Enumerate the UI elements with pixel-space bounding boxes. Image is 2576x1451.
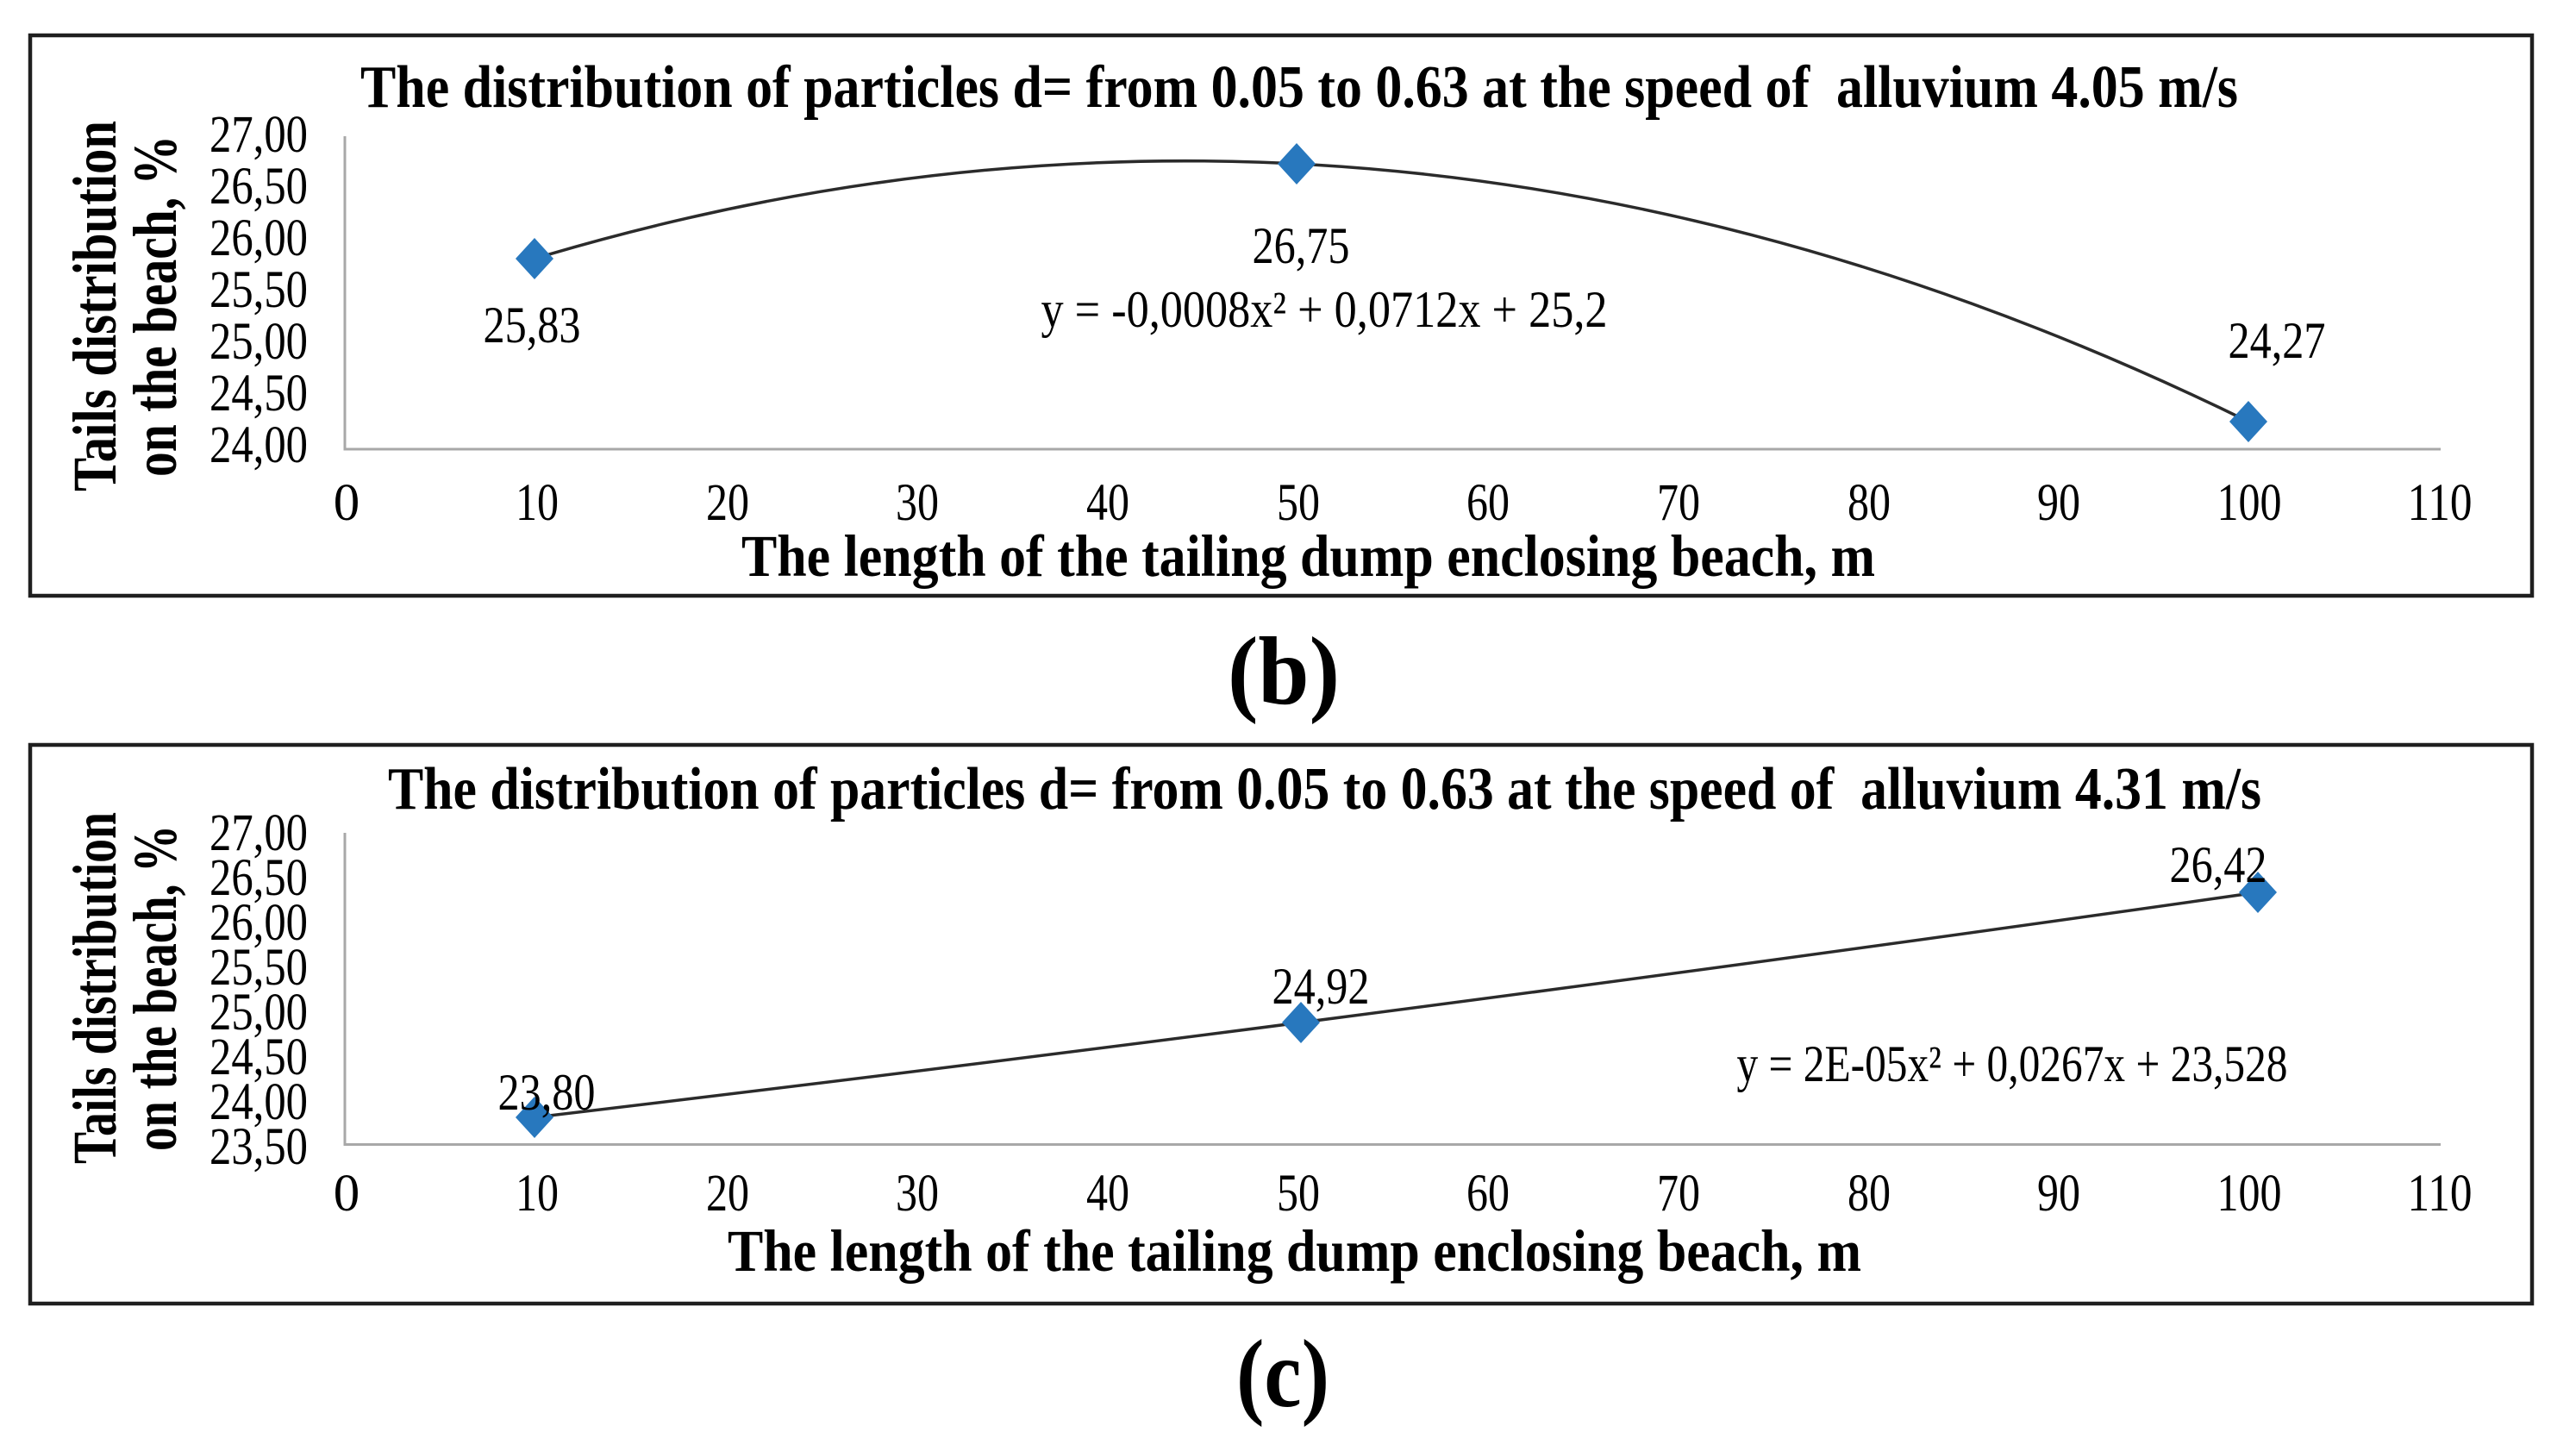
- svg-text:26,50: 26,50: [209, 849, 308, 907]
- svg-text:20: 20: [706, 474, 749, 532]
- svg-text:20: 20: [706, 1165, 749, 1223]
- svg-text:y = 2E-05x² + 0,0267x + 23,528: y = 2E-05x² + 0,0267x + 23,528: [1737, 1035, 2288, 1092]
- svg-text:0: 0: [334, 474, 360, 532]
- svg-text:50: 50: [1277, 474, 1320, 532]
- svg-text:110: 110: [2408, 1165, 2473, 1223]
- svg-text:The length of the tailing dump: The length of the tailing dump enclosing…: [728, 1218, 1861, 1284]
- svg-text:25,83: 25,83: [484, 297, 581, 353]
- svg-text:26,00: 26,00: [209, 894, 308, 952]
- svg-text:24,00: 24,00: [209, 1073, 308, 1131]
- svg-text:70: 70: [1657, 1165, 1700, 1223]
- svg-text:The distribution of particles: The distribution of particles d= from 0.…: [360, 54, 2238, 121]
- svg-text:(b): (b): [1228, 618, 1340, 725]
- svg-text:24,92: 24,92: [1272, 958, 1370, 1015]
- svg-text:23,80: 23,80: [498, 1064, 596, 1121]
- svg-text:26,50: 26,50: [209, 158, 308, 216]
- svg-text:27,00: 27,00: [209, 804, 308, 862]
- svg-text:The distribution of particles: The distribution of particles d= from 0.…: [388, 756, 2261, 822]
- svg-text:The length of the tailing dump: The length of the tailing dump enclosing…: [741, 523, 1875, 589]
- svg-text:25,50: 25,50: [209, 261, 308, 319]
- svg-text:110: 110: [2408, 474, 2473, 532]
- svg-text:Tails distribution: Tails distribution: [60, 812, 129, 1164]
- svg-text:(c): (c): [1236, 1321, 1329, 1428]
- svg-text:24,50: 24,50: [209, 1029, 308, 1086]
- svg-text:26,00: 26,00: [209, 210, 308, 267]
- svg-text:y = -0,0008x² + 0,0712x + 25,2: y = -0,0008x² + 0,0712x + 25,2: [1041, 281, 1608, 338]
- svg-text:80: 80: [1848, 474, 1891, 532]
- svg-text:25,50: 25,50: [209, 939, 308, 997]
- svg-text:50: 50: [1277, 1165, 1320, 1223]
- svg-text:27,00: 27,00: [209, 106, 308, 164]
- svg-text:26,75: 26,75: [1253, 217, 1350, 274]
- svg-text:30: 30: [896, 474, 939, 532]
- svg-text:on the beach, %: on the beach, %: [121, 135, 190, 477]
- svg-text:0: 0: [334, 1165, 360, 1223]
- svg-text:80: 80: [1848, 1165, 1891, 1223]
- svg-text:60: 60: [1466, 474, 1510, 532]
- svg-text:70: 70: [1657, 474, 1700, 532]
- svg-text:23,50: 23,50: [209, 1118, 308, 1176]
- svg-text:100: 100: [2217, 1165, 2282, 1223]
- svg-text:10: 10: [516, 1165, 559, 1223]
- svg-text:90: 90: [2037, 474, 2080, 532]
- svg-text:24,27: 24,27: [2229, 312, 2326, 369]
- svg-text:Tails distribution: Tails distribution: [60, 121, 129, 491]
- svg-text:40: 40: [1086, 1165, 1129, 1223]
- svg-text:24,00: 24,00: [209, 416, 308, 474]
- svg-text:60: 60: [1466, 1165, 1510, 1223]
- svg-text:10: 10: [516, 474, 559, 532]
- svg-text:40: 40: [1086, 474, 1129, 532]
- svg-text:on the beach, %: on the beach, %: [121, 825, 190, 1151]
- svg-text:90: 90: [2037, 1165, 2080, 1223]
- svg-text:25,00: 25,00: [209, 313, 308, 371]
- svg-text:26,42: 26,42: [2170, 836, 2267, 893]
- svg-text:100: 100: [2217, 474, 2282, 532]
- svg-text:30: 30: [896, 1165, 939, 1223]
- svg-text:24,50: 24,50: [209, 365, 308, 422]
- svg-text:25,00: 25,00: [209, 984, 308, 1041]
